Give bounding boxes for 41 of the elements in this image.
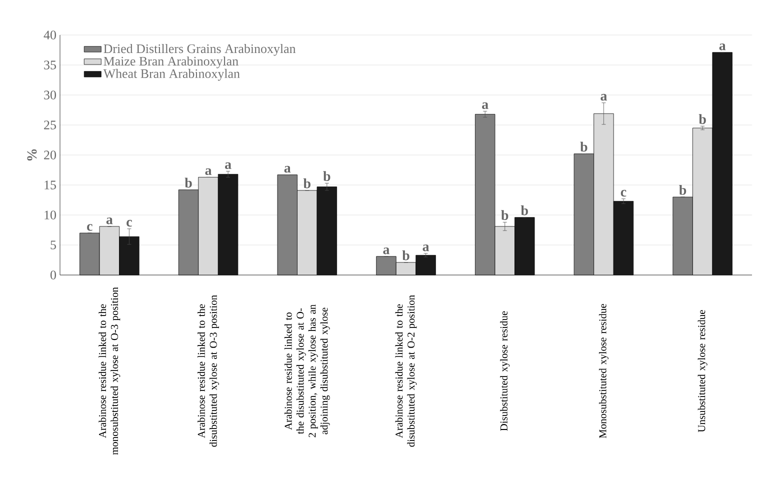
- y-tick-label: 15: [44, 180, 56, 190]
- data-label: a: [422, 244, 430, 252]
- data-label: b: [580, 142, 588, 152]
- data-label: a: [205, 168, 212, 176]
- y-tick-label: 5: [50, 240, 56, 250]
- data-label: a: [225, 162, 232, 170]
- data-label: b: [402, 250, 410, 260]
- x-tick-label: Arabinose residue linked to the disubstituted xylose at O-2 position: [395, 295, 417, 447]
- x-tick-label: Monosubstituted xylose residue: [598, 304, 608, 438]
- legend-label: Maize Bran Arabinoxylan: [104, 56, 238, 68]
- data-label: c: [87, 224, 92, 231]
- y-tick-label: 30: [44, 90, 56, 100]
- legend-label: Wheat Bran Arabinoxylan: [103, 68, 240, 81]
- x-tick-label: Arabinose residue linked to the monosubstituted xylose at O-3 position: [98, 287, 120, 455]
- x-tick-label: Disubstituted xylose residue: [500, 311, 510, 431]
- data-label: c: [620, 190, 626, 197]
- y-tick-label: 25: [44, 120, 56, 130]
- data-label: c: [126, 220, 132, 227]
- x-tick-label: Unsubstituted xylose residue: [698, 310, 708, 432]
- y-axis-title: %: [27, 149, 37, 161]
- data-label: b: [501, 210, 508, 220]
- data-label: a: [284, 166, 291, 173]
- y-tick-label: 0: [50, 270, 56, 280]
- y-tick-label: 20: [44, 150, 56, 160]
- legend-label: Dried Distillers Grains Arabinoxylan: [104, 44, 296, 56]
- data-label: a: [482, 102, 488, 110]
- data-label: a: [383, 248, 390, 254]
- data-label: b: [323, 171, 330, 182]
- y-tick-label: 35: [44, 60, 56, 70]
- data-label: b: [679, 184, 686, 195]
- data-label: b: [303, 178, 310, 188]
- y-tick-label: 40: [44, 30, 56, 40]
- x-tick-label: Arabinose residue linked to the disubstituted xylose at O-2 position, while xylose has an adjoining disubstituted xylose: [284, 304, 330, 438]
- data-label: a: [600, 94, 607, 101]
- data-label: b: [698, 114, 706, 124]
- data-label: a: [719, 44, 726, 50]
- data-label: b: [520, 205, 528, 216]
- data-label: a: [106, 218, 113, 224]
- y-tick-label: 10: [44, 210, 56, 220]
- x-tick-label: Arabinose residue linked to the disubstituted xylose at O-3 position: [198, 295, 220, 447]
- data-label: b: [184, 178, 192, 188]
